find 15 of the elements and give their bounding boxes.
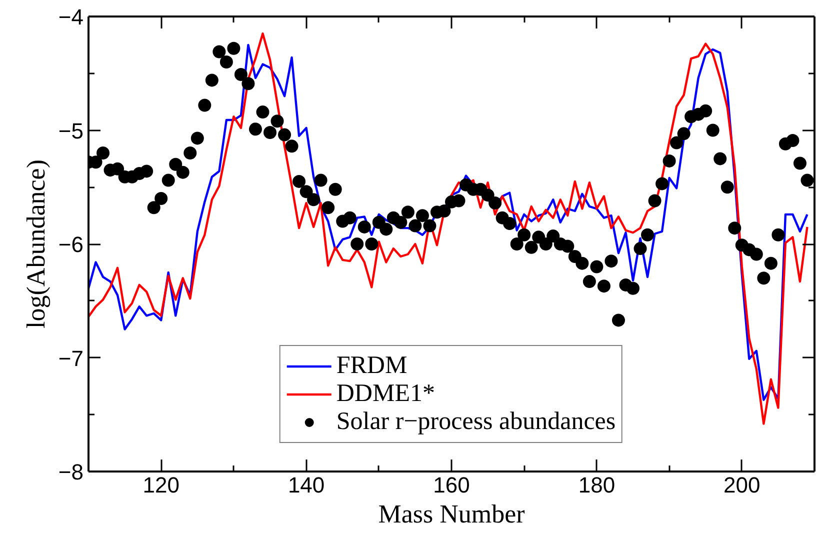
x-tick-label: 200 bbox=[724, 472, 760, 498]
x-tick-label: 140 bbox=[288, 472, 325, 498]
y-tick-label: −8 bbox=[58, 460, 84, 484]
x-tick-label: 160 bbox=[433, 472, 470, 498]
y-tick-label: −4 bbox=[58, 4, 84, 30]
x-tick-label: 120 bbox=[142, 472, 180, 498]
legend-label: Solar r−process abundances bbox=[336, 408, 616, 436]
y-tick-label: −6 bbox=[58, 232, 84, 257]
x-axis-title: Mass Number bbox=[378, 500, 526, 528]
legend-label: DDME1* bbox=[336, 380, 435, 408]
y-axis-title: log(Abundance) bbox=[21, 160, 50, 328]
y-tick-label: −5 bbox=[58, 118, 84, 144]
y-tick-label: −7 bbox=[58, 346, 84, 371]
legend-label: FRDM bbox=[336, 352, 408, 380]
x-tick-label: 180 bbox=[578, 472, 616, 498]
